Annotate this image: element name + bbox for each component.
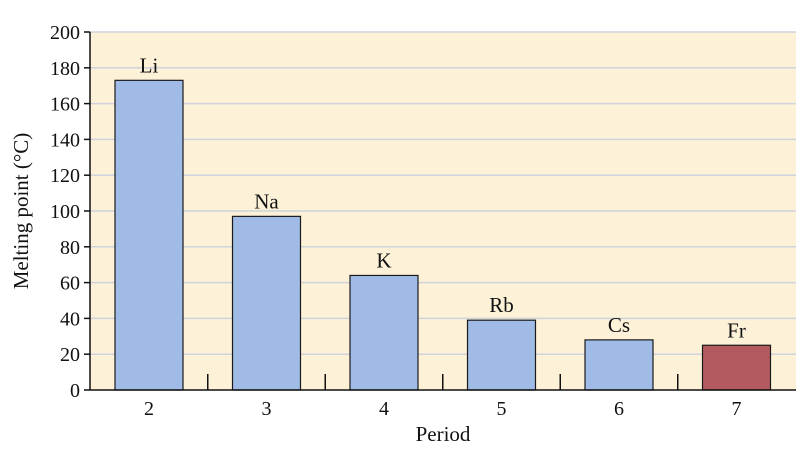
bar-fr — [701, 344, 772, 391]
bar-cs — [584, 339, 654, 391]
gridlines — [90, 31, 796, 355]
bar-label: Na — [254, 189, 279, 213]
y-tick-label: 180 — [50, 58, 80, 80]
bar-label: Fr — [727, 318, 746, 342]
y-tick-label: 40 — [60, 308, 80, 330]
bar-rb — [466, 319, 537, 391]
y-axis-ticks: 0 20 40 60 80 100 120 140 160 180 200 — [50, 22, 90, 402]
y-tick-label: 140 — [50, 129, 80, 151]
bar-label: K — [376, 248, 391, 272]
y-tick-label: 120 — [50, 165, 80, 187]
x-tick-label: 5 — [497, 398, 507, 420]
y-axis-title: Melting point (°C) — [9, 133, 33, 290]
x-tick-label: 2 — [144, 398, 154, 420]
bar-na — [231, 215, 302, 391]
bar-label: Rb — [489, 293, 514, 317]
y-tick-label: 0 — [70, 380, 80, 402]
x-tick-label: 6 — [614, 398, 624, 420]
y-tick-label: 80 — [60, 237, 80, 259]
y-tick-label: 60 — [60, 273, 80, 295]
bar-label: Li — [140, 53, 159, 77]
x-tick-label: 7 — [732, 398, 742, 420]
bar-li — [114, 79, 184, 391]
bars: Li Na K Rb Cs Fr — [114, 53, 772, 391]
x-tick-label: 3 — [262, 398, 272, 420]
y-tick-label: 160 — [50, 94, 80, 116]
y-tick-label: 200 — [50, 22, 80, 44]
bar-label: Cs — [608, 313, 630, 337]
x-axis-ticks: 2 3 4 5 6 7 — [144, 374, 742, 420]
bar-k — [349, 274, 419, 391]
x-tick-label: 4 — [379, 398, 389, 420]
y-tick-label: 100 — [50, 201, 80, 223]
y-tick-label: 20 — [60, 344, 80, 366]
x-axis-title: Period — [416, 422, 471, 446]
